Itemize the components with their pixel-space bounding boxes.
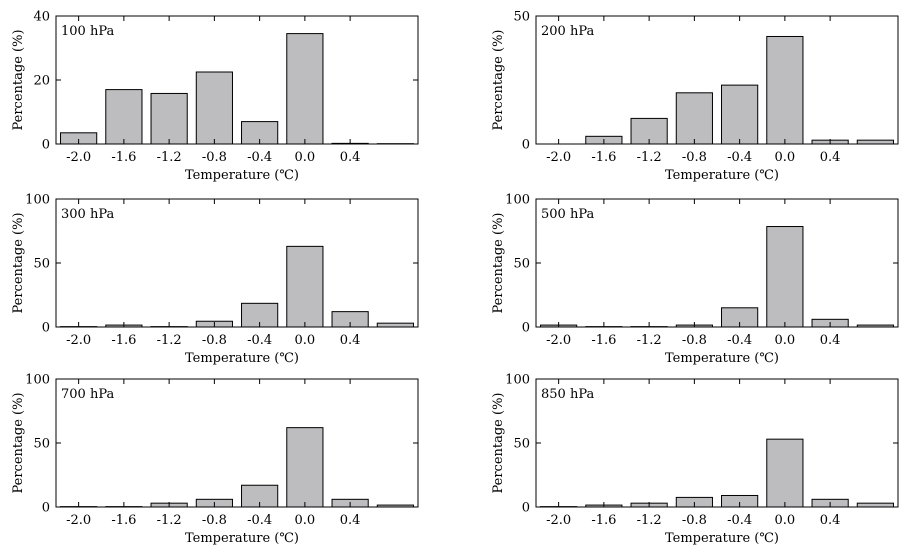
x-tick-label: -2.0 xyxy=(66,150,91,165)
y-tick-label: 100 xyxy=(505,373,530,388)
bar-0.0 xyxy=(766,226,804,328)
y-tick-label: 0 xyxy=(522,138,530,153)
y-axis-title: Percentage (%) xyxy=(491,392,506,493)
x-tick-label: 0.4 xyxy=(820,333,841,348)
chart-panel-3: 0 50 100 -2.0 -1.6 -1.2 -0.8 -0.4 0.0 0.4 300 hPa T… xyxy=(11,193,419,366)
x-tick-label: -2.0 xyxy=(66,333,91,348)
x-tick-label: -0.4 xyxy=(727,150,752,165)
x-tick-label: -0.8 xyxy=(202,513,227,528)
x-tick-label: -0.8 xyxy=(682,513,707,528)
x-tick-label: -1.2 xyxy=(637,150,662,165)
x-tick-label: -2.0 xyxy=(546,513,571,528)
chart-panel-4: 0 50 100 -2.0 -1.6 -1.2 -0.8 -0.4 0.0 0.4 500 hPa T… xyxy=(491,193,899,366)
x-axis-title: Temperature (℃) xyxy=(665,168,779,183)
x-tick-label: -1.6 xyxy=(111,333,136,348)
panel-label: 500 hPa xyxy=(541,207,594,222)
x-axis-title: Temperature (℃) xyxy=(185,531,299,546)
x-tick-label: -1.2 xyxy=(637,333,662,348)
x-tick-label: 0.4 xyxy=(340,513,361,528)
y-tick-label: 0 xyxy=(522,501,530,516)
y-tick-label: 100 xyxy=(25,373,50,388)
panel-label: 200 hPa xyxy=(541,24,594,39)
panel-label: 850 hPa xyxy=(541,387,594,402)
bar-0.0 xyxy=(766,438,804,508)
x-tick-label: -1.6 xyxy=(111,513,136,528)
y-tick-label: 100 xyxy=(25,193,50,208)
x-tick-label: -2.0 xyxy=(546,150,571,165)
x-tick-label: -0.8 xyxy=(202,150,227,165)
chart-panel-2: 0 50 -2.0 -1.6 -1.2 -0.8 -0.4 0.0 0.4 200 hPa Temp… xyxy=(491,10,899,183)
y-axis-title: Percentage (%) xyxy=(491,29,506,130)
plot-frame xyxy=(535,15,899,145)
x-tick-label: -1.6 xyxy=(111,150,136,165)
y-tick-label: 50 xyxy=(33,437,50,452)
x-tick-label: -2.0 xyxy=(66,513,91,528)
panel-label: 300 hPa xyxy=(61,207,114,222)
x-tick-label: -1.2 xyxy=(157,333,182,348)
bar-0.8 xyxy=(856,502,894,508)
panel-label: 100 hPa xyxy=(61,24,114,39)
x-tick-label: -1.6 xyxy=(591,150,616,165)
x-tick-label: 0.4 xyxy=(340,150,361,165)
y-axis-title: Percentage (%) xyxy=(491,212,506,313)
x-tick-label: 0.4 xyxy=(340,333,361,348)
y-tick-label: 100 xyxy=(505,193,530,208)
x-axis-title: Temperature (℃) xyxy=(185,351,299,366)
x-tick-label: 0.0 xyxy=(295,513,316,528)
x-tick-label: -0.4 xyxy=(247,513,272,528)
x-tick-label: 0.0 xyxy=(295,150,316,165)
x-axis-title: Temperature (℃) xyxy=(665,531,779,546)
x-axis-title: Temperature (℃) xyxy=(665,351,779,366)
bar--1.2 xyxy=(150,92,188,145)
panel-label: 700 hPa xyxy=(61,387,114,402)
y-tick-label: 0 xyxy=(42,138,50,153)
bar-0.0 xyxy=(286,427,324,508)
x-axis-title: Temperature (℃) xyxy=(185,168,299,183)
y-tick-label: 20 xyxy=(33,74,50,89)
x-tick-label: -0.4 xyxy=(247,150,272,165)
x-tick-label: -0.8 xyxy=(682,150,707,165)
y-tick-label: 0 xyxy=(522,321,530,336)
bar--0.8 xyxy=(195,71,233,145)
x-tick-label: 0.0 xyxy=(295,333,316,348)
x-tick-label: -1.6 xyxy=(591,513,616,528)
bar--1.6 xyxy=(105,89,143,145)
y-tick-label: 50 xyxy=(513,10,530,25)
bar-0.8 xyxy=(376,322,414,328)
x-tick-label: -0.4 xyxy=(727,333,752,348)
chart-panel-5: 0 50 100 -2.0 -1.6 -1.2 -0.8 -0.4 0.0 0.4 700 hPa T… xyxy=(11,373,419,546)
bar-0.0 xyxy=(286,33,324,145)
y-tick-label: 50 xyxy=(513,257,530,272)
chart-panel-6: 0 50 100 -2.0 -1.6 -1.2 -0.8 -0.4 0.0 0.4 850 hPa T… xyxy=(491,373,899,546)
x-tick-label: 0.0 xyxy=(775,333,796,348)
bar-0.0 xyxy=(766,35,804,145)
x-tick-label: -0.4 xyxy=(247,333,272,348)
x-tick-label: -1.2 xyxy=(637,513,662,528)
y-tick-label: 50 xyxy=(513,437,530,452)
x-tick-label: 0.4 xyxy=(820,513,841,528)
bar-0.8 xyxy=(856,139,894,145)
bar--0.4 xyxy=(721,84,759,145)
y-tick-label: 0 xyxy=(42,501,50,516)
y-axis-title: Percentage (%) xyxy=(11,392,26,493)
x-tick-label: -0.4 xyxy=(727,513,752,528)
y-tick-label: 40 xyxy=(33,10,50,25)
x-tick-label: 0.0 xyxy=(775,150,796,165)
x-tick-label: -1.6 xyxy=(591,333,616,348)
x-tick-label: -2.0 xyxy=(546,333,571,348)
x-tick-label: -0.8 xyxy=(682,333,707,348)
x-tick-label: -1.2 xyxy=(157,150,182,165)
y-tick-label: 50 xyxy=(33,257,50,272)
y-tick-label: 0 xyxy=(42,321,50,336)
bar-0.0 xyxy=(286,245,324,328)
x-tick-label: 0.0 xyxy=(775,513,796,528)
bar--0.8 xyxy=(675,92,713,145)
x-tick-label: 0.4 xyxy=(820,150,841,165)
y-axis-title: Percentage (%) xyxy=(11,29,26,130)
y-axis-title: Percentage (%) xyxy=(11,212,26,313)
x-tick-label: -0.8 xyxy=(202,333,227,348)
x-tick-label: -1.2 xyxy=(157,513,182,528)
chart-panel-1: 0 20 40 -2.0 -1.6 -1.2 -0.8 -0.4 0.0 0.4 100 hPa Te… xyxy=(11,10,419,183)
